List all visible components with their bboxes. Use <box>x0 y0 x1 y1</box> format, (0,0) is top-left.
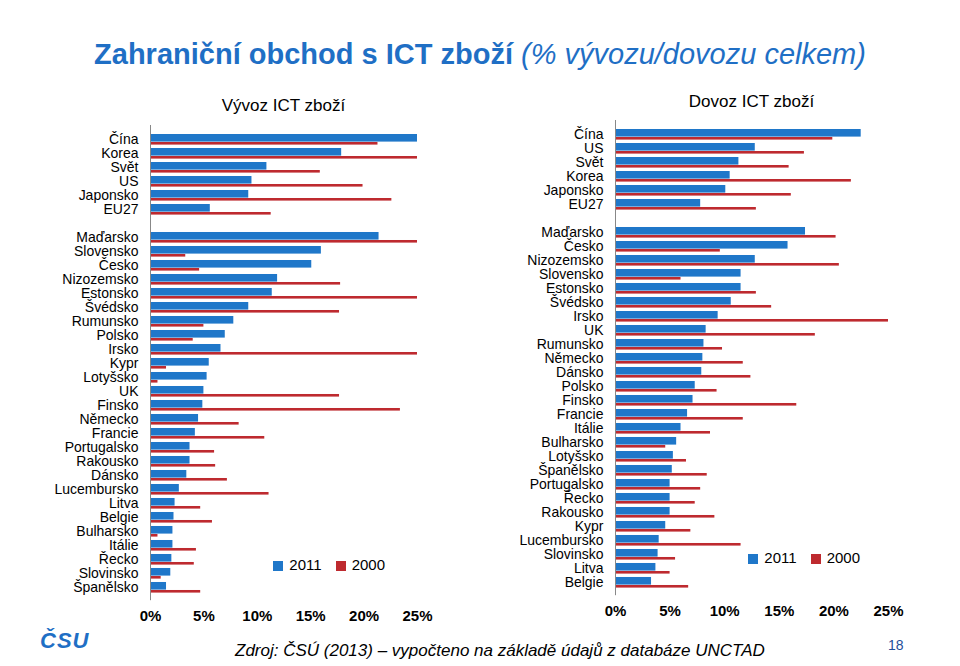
svg-text:Rakousko: Rakousko <box>541 504 604 520</box>
svg-text:Finsko: Finsko <box>97 397 139 413</box>
svg-text:Litva: Litva <box>109 495 139 511</box>
svg-text:Francie: Francie <box>91 425 139 441</box>
svg-text:Španělsko: Španělsko <box>538 462 604 478</box>
svg-text:Korea: Korea <box>566 168 604 184</box>
svg-text:Rumunsko: Rumunsko <box>536 336 604 352</box>
svg-text:Bulharsko: Bulharsko <box>541 434 604 450</box>
svg-text:EU27: EU27 <box>104 201 139 217</box>
svg-text:Řecko: Řecko <box>563 490 604 506</box>
svg-text:Dánsko: Dánsko <box>91 467 139 483</box>
html-text:Zahraniční obchod s ICT zboží: Zahraniční obchod s ICT zboží (% vývozu/… <box>94 38 866 70</box>
svg-text:UK: UK <box>584 322 604 338</box>
svg-text:Belgie: Belgie <box>565 574 604 590</box>
svg-text:5%: 5% <box>659 602 681 619</box>
svg-text:Kypr: Kypr <box>574 518 604 534</box>
html-text:Zdroj: ČSÚ (2013) – vypočteno: Zdroj: ČSÚ (2013) – vypočteno na základě… <box>235 641 765 660</box>
svg-text:Lucembursko: Lucembursko <box>519 532 604 548</box>
svg-text:10%: 10% <box>710 602 740 619</box>
svg-text:0%: 0% <box>605 602 627 619</box>
svg-text:Slovinsko: Slovinsko <box>78 565 139 581</box>
html-text:Vývoz ICT zboží: Vývoz ICT zboží <box>221 96 346 115</box>
svg-text:Česko: Česko <box>98 257 139 273</box>
svg-text:Slovensko: Slovensko <box>74 243 139 259</box>
svg-text:25%: 25% <box>402 607 432 624</box>
svg-text:Polsko: Polsko <box>96 327 139 343</box>
html-text:2000: 2000 <box>351 556 385 574</box>
svg-text:Nizozemsko: Nizozemsko <box>62 271 139 287</box>
svg-text:Maďarsko: Maďarsko <box>541 224 604 240</box>
svg-text:Finsko: Finsko <box>562 392 604 408</box>
svg-text:Česko: Česko <box>563 238 604 254</box>
svg-text:Belgie: Belgie <box>99 509 139 525</box>
svg-text:Japonsko: Japonsko <box>78 187 139 203</box>
svg-text:20%: 20% <box>349 607 379 624</box>
svg-text:0%: 0% <box>140 607 162 624</box>
svg-text:EU27: EU27 <box>569 196 604 212</box>
svg-text:Čína: Čína <box>109 131 139 147</box>
svg-text:5%: 5% <box>193 607 215 624</box>
svg-text:Polsko: Polsko <box>561 378 604 394</box>
html-text:ČSU: ČSU <box>40 628 90 653</box>
svg-text:15%: 15% <box>764 602 794 619</box>
svg-text:Estonsko: Estonsko <box>546 280 604 296</box>
svg-text:Svět: Svět <box>110 159 139 175</box>
svg-text:Portugalsko: Portugalsko <box>64 439 139 455</box>
svg-text:Německo: Německo <box>544 350 604 366</box>
svg-text:Slovinsko: Slovinsko <box>543 546 604 562</box>
svg-text:25%: 25% <box>873 602 903 619</box>
svg-text:US: US <box>584 140 604 156</box>
svg-text:Portugalsko: Portugalsko <box>529 476 604 492</box>
svg-text:Švédsko: Švédsko <box>549 294 604 310</box>
svg-text:Irsko: Irsko <box>108 341 139 357</box>
svg-text:Bulharsko: Bulharsko <box>76 523 139 539</box>
svg-text:Japonsko: Japonsko <box>543 182 604 198</box>
svg-text:Lotyšsko: Lotyšsko <box>548 448 604 464</box>
svg-text:Dánsko: Dánsko <box>556 364 604 380</box>
svg-text:20%: 20% <box>819 602 849 619</box>
svg-text:US: US <box>119 173 139 189</box>
html-text:Dovoz ICT zboží: Dovoz ICT zboží <box>688 92 815 111</box>
svg-text:Lucembursko: Lucembursko <box>54 481 139 497</box>
svg-text:Nizozemsko: Nizozemsko <box>527 252 604 268</box>
svg-text:Itálie: Itálie <box>109 537 139 553</box>
svg-text:Řecko: Řecko <box>98 551 139 567</box>
svg-text:Španělsko: Španělsko <box>73 579 139 595</box>
svg-text:Rumunsko: Rumunsko <box>71 313 139 329</box>
svg-text:Slovensko: Slovensko <box>539 266 604 282</box>
html-text:2000: 2000 <box>826 549 860 567</box>
svg-text:Francie: Francie <box>556 406 604 422</box>
svg-text:UK: UK <box>119 383 139 399</box>
html-text:18: 18 <box>888 637 904 653</box>
html-text:2011: 2011 <box>289 556 322 574</box>
svg-text:Švédsko: Švédsko <box>84 299 139 315</box>
svg-text:Kypr: Kypr <box>109 355 139 371</box>
svg-text:Korea: Korea <box>101 145 139 161</box>
svg-text:Irsko: Irsko <box>573 308 604 324</box>
svg-text:Maďarsko: Maďarsko <box>76 229 139 245</box>
svg-text:Svět: Svět <box>575 154 604 170</box>
svg-text:Lotyšsko: Lotyšsko <box>83 369 139 385</box>
svg-text:Itálie: Itálie <box>574 420 604 436</box>
svg-text:Čína: Čína <box>574 126 604 142</box>
svg-text:Litva: Litva <box>574 560 604 576</box>
svg-text:10%: 10% <box>242 607 272 624</box>
svg-text:Německo: Německo <box>79 411 139 427</box>
svg-text:Rakousko: Rakousko <box>76 453 139 469</box>
svg-text:15%: 15% <box>296 607 326 624</box>
svg-text:Estonsko: Estonsko <box>81 285 139 301</box>
html-text:2011: 2011 <box>764 549 797 567</box>
